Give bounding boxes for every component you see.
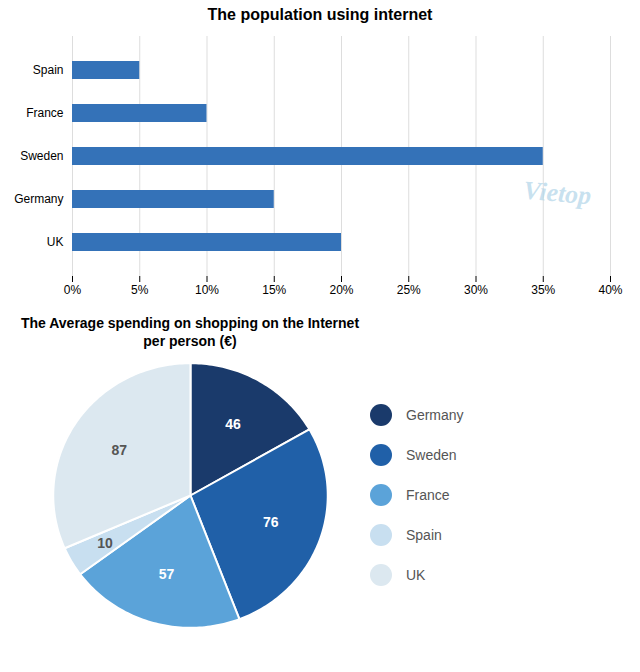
svg-text:Spain: Spain	[33, 63, 64, 77]
svg-text:Sweden: Sweden	[20, 149, 63, 163]
html-text:Sweden: Sweden	[406, 447, 457, 464]
svg-text:30%: 30%	[464, 283, 488, 297]
svg-text:87: 87	[112, 442, 128, 458]
svg-text:40%: 40%	[598, 283, 622, 297]
svg-text:Germany: Germany	[14, 192, 63, 206]
svg-text:5%: 5%	[131, 283, 149, 297]
html-text:UK: UK	[406, 567, 426, 584]
svg-text:35%: 35%	[531, 283, 555, 297]
html-text:Germany: Germany	[406, 407, 464, 424]
svg-text:57: 57	[159, 566, 175, 582]
svg-text:Vietop: Vietop	[522, 176, 592, 211]
svg-text:76: 76	[263, 515, 279, 531]
html-text:The Average spending on shoppi: The Average spending on shopping on the …	[21, 315, 359, 350]
svg-text:0%: 0%	[64, 283, 82, 297]
svg-text:15%: 15%	[262, 283, 286, 297]
svg-text:20%: 20%	[329, 283, 353, 297]
svg-text:10%: 10%	[195, 283, 219, 297]
html-text:France: France	[406, 487, 450, 504]
svg-text:10: 10	[97, 535, 113, 551]
svg-text:25%: 25%	[397, 283, 421, 297]
html-text:Spain: Spain	[406, 527, 442, 544]
svg-text:France: France	[26, 106, 64, 120]
svg-text:46: 46	[225, 416, 241, 432]
svg-text:UK: UK	[47, 235, 64, 249]
html-text:The population using internet: The population using internet	[207, 6, 433, 23]
